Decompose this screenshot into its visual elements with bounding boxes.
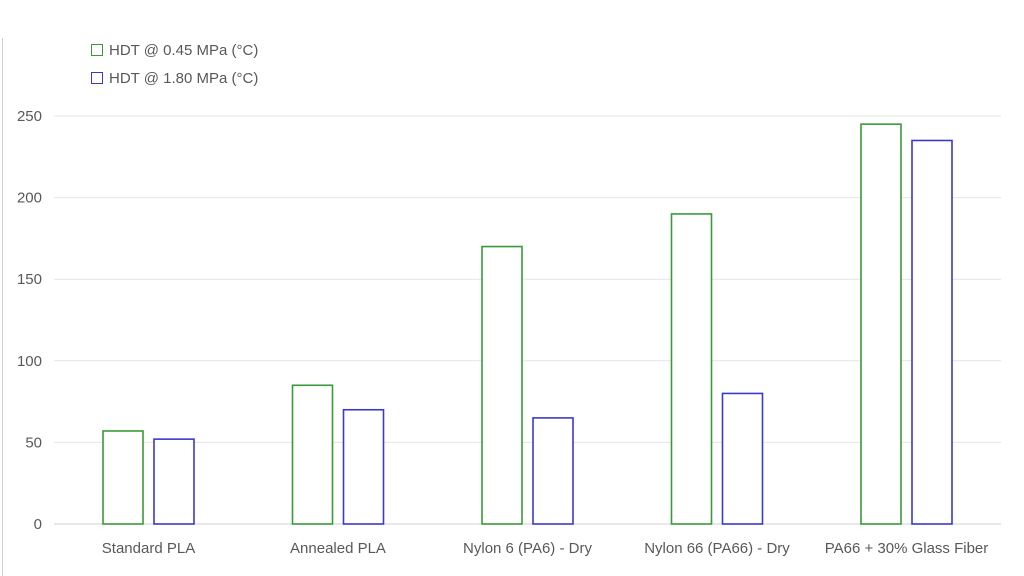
y-tick-label: 250	[17, 108, 42, 125]
legend: HDT @ 0.45 MPa (°C) HDT @ 1.80 MPa (°C)	[91, 36, 258, 92]
legend-swatch-green	[91, 44, 103, 56]
y-tick-label: 0	[34, 516, 42, 533]
chart-frame-border	[2, 38, 3, 576]
x-category-label: Standard PLA	[102, 540, 195, 557]
bar-hdt-045	[860, 123, 902, 525]
bar-hdt-180	[911, 139, 953, 525]
bar-hdt-180	[153, 438, 195, 525]
y-tick-label: 150	[17, 271, 42, 288]
bar-hdt-045	[291, 384, 334, 525]
y-tick-label: 100	[17, 353, 42, 370]
bar-hdt-180	[532, 417, 574, 525]
legend-label: HDT @ 1.80 MPa (°C)	[109, 69, 259, 87]
bar-hdt-180	[721, 392, 764, 525]
y-tick-label: 50	[25, 434, 42, 451]
bar-hdt-180	[342, 408, 385, 525]
bar-hdt-045	[102, 430, 144, 525]
legend-item-0.45mpa: HDT @ 0.45 MPa (°C)	[91, 36, 258, 64]
x-category-label: Annealed PLA	[290, 540, 386, 557]
x-category-label: Nylon 66 (PA66) - Dry	[644, 540, 790, 557]
legend-item-1.80mpa: HDT @ 1.80 MPa (°C)	[91, 64, 258, 92]
legend-label: HDT @ 0.45 MPa (°C)	[109, 41, 259, 59]
legend-swatch-blue	[91, 72, 103, 84]
bar-hdt-045	[481, 245, 523, 525]
y-tick-label: 200	[17, 190, 42, 207]
x-category-label: Nylon 6 (PA6) - Dry	[463, 540, 592, 557]
x-category-label: PA66 + 30% Glass Fiber	[825, 540, 989, 557]
bar-hdt-045	[670, 213, 713, 525]
